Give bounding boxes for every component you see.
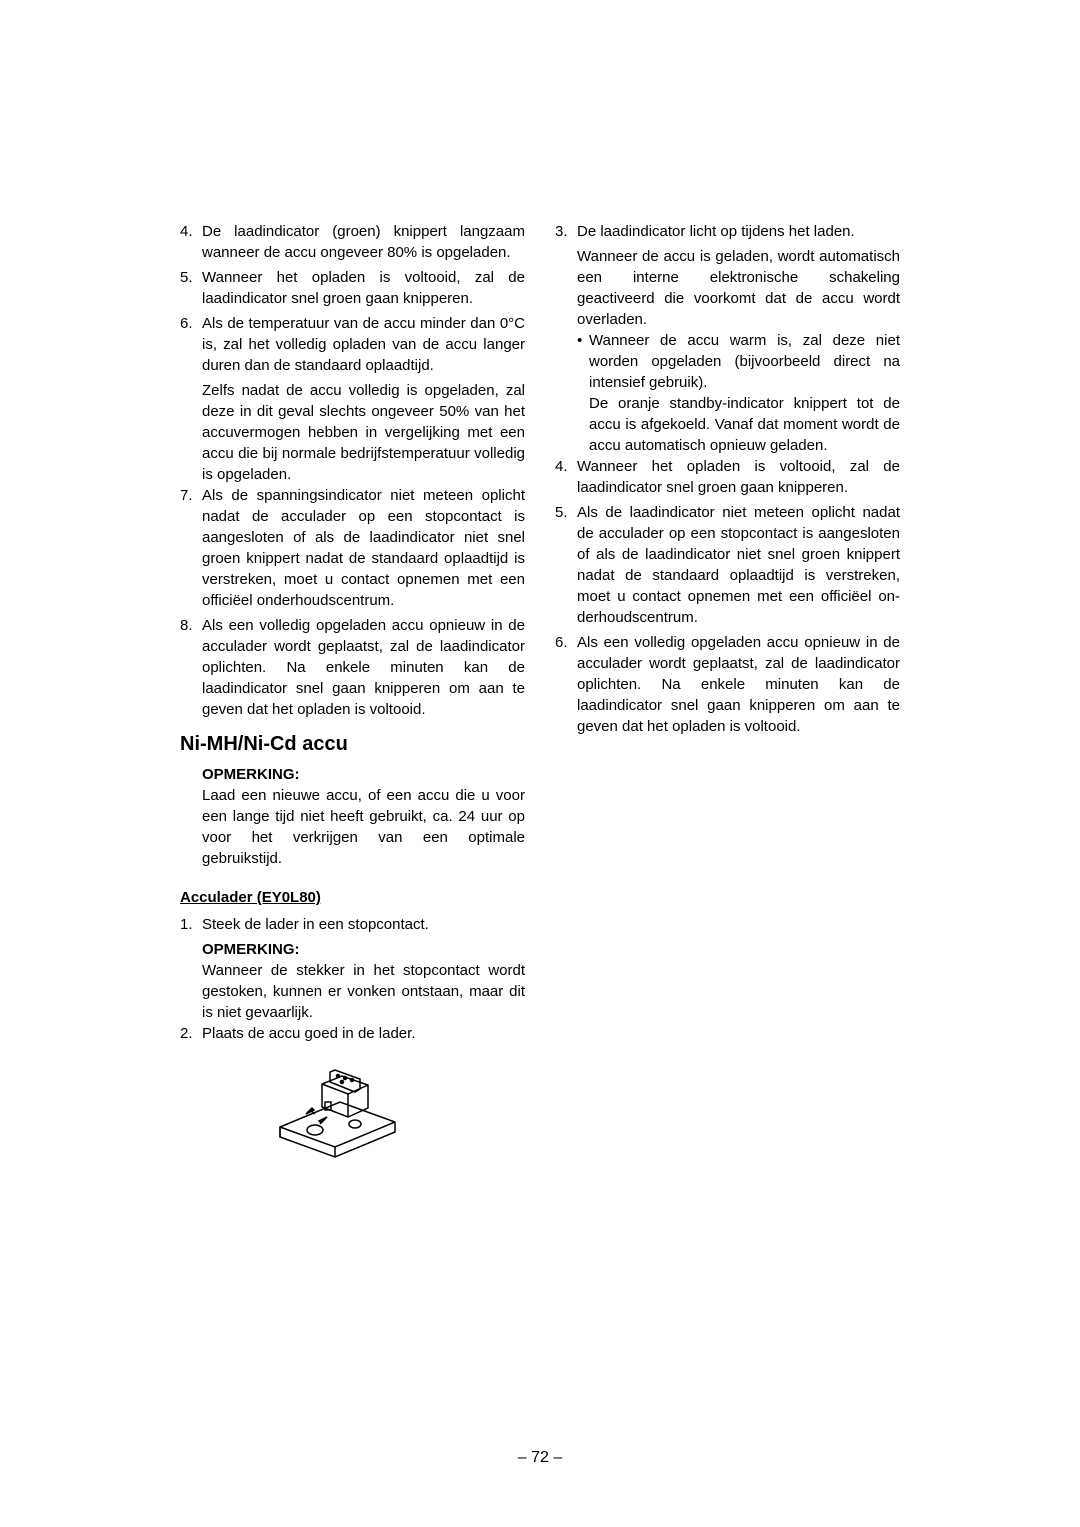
list-text: Als een volledig opgeladen accu op­nieuw… <box>202 615 525 720</box>
note-label: OPMERKING: <box>202 939 525 960</box>
note-label: OPMERKING: <box>202 764 525 785</box>
left-column: 4. De laadindicator (groen) knippert lan… <box>180 221 525 1178</box>
bullet-item: • Wanneer de accu warm is, zal deze niet… <box>577 330 900 393</box>
section-heading: Ni-MH/Ni-Cd accu <box>180 730 525 758</box>
list-item: 4. De laadindicator (groen) knippert lan… <box>180 221 525 263</box>
charger-illustration <box>260 1052 525 1178</box>
list-item: 1. Steek de lader in een stopcontact. <box>180 914 525 935</box>
list-item: 5. Als de laadindicator niet meteen opli… <box>555 502 900 628</box>
list-text: Als de laadindicator niet meteen oplicht… <box>577 502 900 628</box>
note-text: Wanneer de stekker in het stopcontact wo… <box>202 960 525 1023</box>
columns: 4. De laadindicator (groen) knippert lan… <box>180 221 900 1178</box>
list-number: 4. <box>180 221 200 263</box>
list-number: 4. <box>555 456 575 498</box>
list-item: 4. Wanneer het opladen is voltooid, zal … <box>555 456 900 498</box>
list-text: De laadindicator (groen) knippert lang­z… <box>202 221 525 263</box>
right-column: 3. De laadindicator licht op tijdens het… <box>555 221 900 1178</box>
list-text: Wanneer het opladen is voltooid, zal de … <box>202 267 525 309</box>
page: 4. De laadindicator (groen) knippert lan… <box>0 0 1080 1527</box>
page-number: – 72 – <box>180 1409 900 1467</box>
list-item: 7. Als de spanningsindicator niet meteen… <box>180 485 525 611</box>
note-text: Laad een nieuwe accu, of een accu die u … <box>202 785 525 869</box>
list-text: Als een volledig opgeladen accu op­nieuw… <box>577 632 900 737</box>
sub-heading: Acculader (EY0L80) <box>180 887 525 908</box>
list-text: De laadindicator licht op tijdens het la… <box>577 221 900 242</box>
list-text: Plaats de accu goed in de lader. <box>202 1023 525 1044</box>
sub-indented-paragraph: De oranje standby-indicator knippert tot… <box>589 393 900 456</box>
list-number: 3. <box>555 221 575 242</box>
list-text: Steek de lader in een stopcontact. <box>202 914 525 935</box>
list-number: 2. <box>180 1023 200 1044</box>
indented-paragraph: Wanneer de accu is geladen, wordt au­tom… <box>577 246 900 330</box>
list-item: 8. Als een volledig opgeladen accu op­ni… <box>180 615 525 720</box>
list-number: 1. <box>180 914 200 935</box>
indented-paragraph: Zelfs nadat de accu volledig is opgela­d… <box>202 380 525 485</box>
list-number: 8. <box>180 615 200 720</box>
list-number: 7. <box>180 485 200 611</box>
list-number: 6. <box>555 632 575 737</box>
list-text: Als de temperatuur van de accu minder da… <box>202 313 525 376</box>
list-text: Wanneer het opladen is voltooid, zal de … <box>577 456 900 498</box>
list-number: 5. <box>555 502 575 628</box>
list-item: 6. Als een volledig opgeladen accu op­ni… <box>555 632 900 737</box>
bullet: • <box>577 330 589 393</box>
bullet-text: Wanneer de accu warm is, zal deze niet w… <box>589 330 900 393</box>
list-number: 5. <box>180 267 200 309</box>
list-item: 3. De laadindicator licht op tijdens het… <box>555 221 900 242</box>
list-item: 6. Als de temperatuur van de accu minder… <box>180 313 525 376</box>
list-text: Als de spanningsindicator niet meteen op… <box>202 485 525 611</box>
list-number: 6. <box>180 313 200 376</box>
list-item: 2. Plaats de accu goed in de lader. <box>180 1023 525 1044</box>
charger-icon <box>260 1052 420 1172</box>
list-item: 5. Wanneer het opladen is voltooid, zal … <box>180 267 525 309</box>
